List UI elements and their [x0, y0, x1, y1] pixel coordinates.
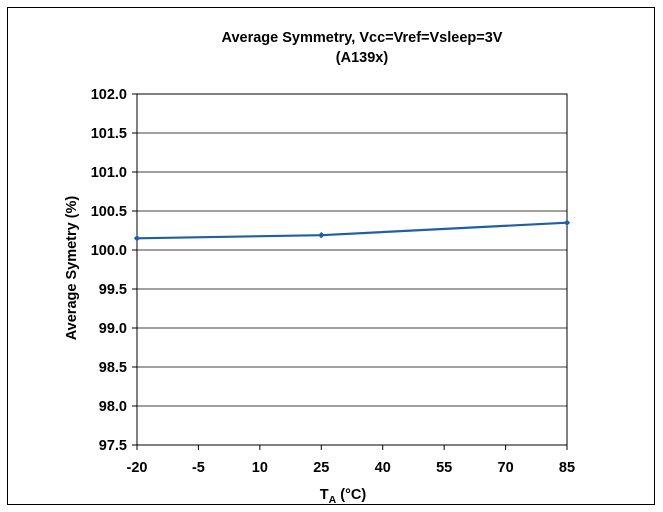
x-axis-label-unit: (°C): [336, 487, 366, 503]
x-tick-labels: -20 -5 10 25 40 55 70 85: [127, 460, 576, 476]
y-tick-label: 98.0: [99, 399, 127, 415]
y-axis-label: Average Symetry (%): [64, 196, 80, 341]
chart-frame: [7, 7, 655, 505]
series-line: [136, 221, 568, 240]
y-tick-label: 97.5: [99, 438, 127, 454]
chart-title: Average Symmetry, Vcc=Vref=Vsleep=3V: [222, 30, 503, 46]
y-tick-label: 100.0: [91, 243, 127, 259]
x-tick-label: 25: [313, 460, 329, 476]
grid-lines: [137, 93, 567, 446]
y-tick-label: 100.5: [91, 204, 127, 220]
y-tick-label: 102.0: [91, 87, 127, 103]
x-tick-label: 70: [498, 460, 514, 476]
y-tick-label: 99.5: [99, 282, 127, 298]
x-axis-label-subscript: A: [329, 494, 337, 506]
x-tick-label: 40: [375, 460, 391, 476]
series-layer: [133, 219, 571, 242]
data-point: [563, 219, 571, 226]
x-tick-label: -5: [192, 460, 205, 476]
data-point: [133, 235, 141, 242]
y-tick-label: 99.0: [99, 321, 127, 337]
x-tick-label: 55: [436, 460, 452, 476]
x-tick-label: 85: [559, 460, 575, 476]
x-tick-label: 10: [252, 460, 268, 476]
data-point: [318, 231, 325, 239]
chart-subtitle: (A139x): [336, 50, 389, 66]
axes: [132, 93, 568, 450]
y-tick-labels: 97.5 98.0 98.5 99.0 99.5 100.0 100.5 101.0 101.5…: [91, 87, 127, 454]
x-axis-label-main: T: [320, 487, 329, 503]
plot-area-border: [136, 93, 568, 446]
x-tick-label: -20: [127, 460, 148, 476]
y-tick-label: 98.5: [99, 360, 127, 376]
y-tick-label: 101.0: [91, 165, 127, 181]
x-axis-label: TA (°C): [320, 487, 367, 506]
y-tick-label: 101.5: [91, 126, 127, 142]
